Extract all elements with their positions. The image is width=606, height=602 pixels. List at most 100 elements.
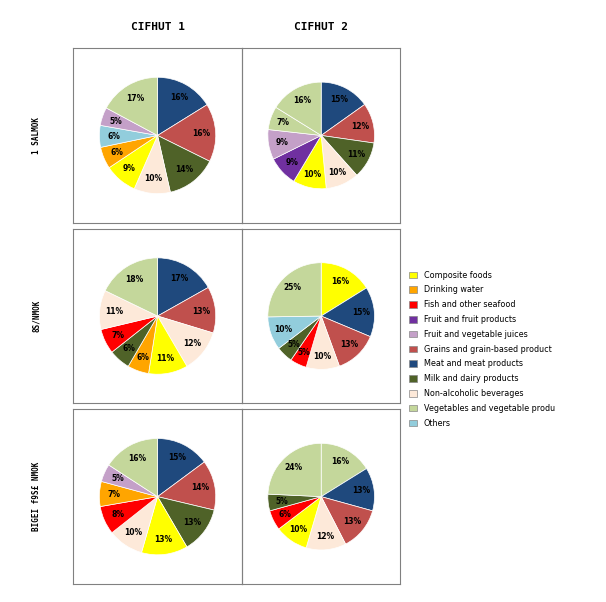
Text: 12%: 12% [183, 338, 201, 347]
Text: 25%: 25% [284, 284, 302, 293]
Text: 5%: 5% [298, 348, 310, 356]
Wedge shape [279, 316, 321, 360]
Text: 10%: 10% [328, 167, 346, 176]
Wedge shape [158, 462, 216, 510]
Wedge shape [158, 135, 210, 192]
Wedge shape [158, 258, 208, 316]
Text: 15%: 15% [352, 308, 370, 317]
Text: 15%: 15% [330, 95, 348, 104]
Text: 18%: 18% [125, 275, 144, 284]
Text: 6%: 6% [122, 344, 135, 353]
Wedge shape [321, 443, 367, 497]
Wedge shape [321, 468, 375, 511]
Wedge shape [128, 316, 158, 373]
Wedge shape [158, 105, 216, 161]
Wedge shape [306, 497, 345, 550]
Wedge shape [306, 316, 339, 370]
Text: CIFHUT 2: CIFHUT 2 [294, 22, 348, 32]
Wedge shape [101, 465, 158, 497]
Text: 7%: 7% [112, 330, 125, 340]
Text: 12%: 12% [316, 532, 334, 541]
Text: 16%: 16% [331, 276, 350, 285]
Wedge shape [108, 438, 158, 497]
Text: 7%: 7% [107, 490, 121, 499]
Text: 10%: 10% [290, 525, 308, 534]
Text: 16%: 16% [170, 93, 188, 102]
Text: 14%: 14% [191, 483, 209, 492]
Wedge shape [268, 262, 321, 317]
Text: 17%: 17% [170, 274, 188, 283]
Text: 15%: 15% [168, 453, 186, 462]
Wedge shape [321, 262, 367, 316]
Text: 10%: 10% [304, 170, 321, 179]
Text: 13%: 13% [192, 307, 210, 316]
Wedge shape [270, 497, 321, 529]
Wedge shape [279, 497, 321, 548]
Text: 9%: 9% [123, 164, 136, 173]
Text: 5%: 5% [275, 497, 288, 506]
Text: 13%: 13% [343, 517, 361, 526]
Text: 1 SALMOK: 1 SALMOK [32, 117, 41, 154]
Wedge shape [268, 443, 321, 497]
Text: 5%: 5% [112, 474, 124, 483]
Text: 16%: 16% [293, 96, 311, 105]
Text: 10%: 10% [313, 352, 331, 361]
Wedge shape [135, 135, 170, 194]
Text: 10%: 10% [275, 324, 293, 334]
Wedge shape [148, 316, 187, 374]
Text: 16%: 16% [331, 457, 350, 466]
Text: 14%: 14% [176, 165, 193, 174]
Wedge shape [321, 497, 373, 544]
Wedge shape [321, 135, 374, 175]
Wedge shape [106, 77, 158, 135]
Wedge shape [105, 258, 158, 316]
Wedge shape [294, 135, 326, 189]
Text: 6%: 6% [107, 132, 121, 141]
Text: BIGEI f9S£ NMOK: BIGEI f9S£ NMOK [32, 462, 41, 532]
Wedge shape [158, 77, 207, 135]
Text: 9%: 9% [285, 158, 298, 167]
Text: CIFHUT 1: CIFHUT 1 [130, 22, 185, 32]
Text: 10%: 10% [144, 175, 162, 184]
Wedge shape [101, 135, 158, 168]
Wedge shape [99, 482, 158, 506]
Wedge shape [99, 125, 158, 147]
Wedge shape [158, 288, 216, 333]
Wedge shape [268, 494, 321, 511]
Wedge shape [321, 316, 370, 366]
Text: 10%: 10% [124, 529, 142, 538]
Text: 11%: 11% [105, 307, 123, 316]
Text: 8%: 8% [112, 510, 124, 519]
Wedge shape [112, 316, 158, 366]
Text: 13%: 13% [351, 486, 370, 495]
Wedge shape [158, 438, 204, 497]
Text: 13%: 13% [340, 341, 358, 350]
Wedge shape [99, 291, 158, 329]
Text: 7%: 7% [277, 118, 290, 127]
Text: 6%: 6% [136, 353, 149, 362]
Text: 5%: 5% [110, 117, 122, 126]
Wedge shape [268, 129, 321, 159]
Text: 5%: 5% [287, 341, 300, 350]
Text: 16%: 16% [128, 454, 146, 463]
Text: 11%: 11% [156, 355, 175, 364]
Wedge shape [141, 497, 187, 555]
Wedge shape [158, 316, 213, 366]
Text: 9%: 9% [275, 138, 288, 147]
Wedge shape [109, 135, 158, 189]
Text: 11%: 11% [347, 150, 365, 159]
Text: 12%: 12% [351, 122, 369, 131]
Wedge shape [112, 497, 158, 553]
Wedge shape [291, 316, 321, 367]
Text: 13%: 13% [184, 518, 202, 527]
Wedge shape [100, 497, 158, 533]
Wedge shape [276, 82, 321, 135]
Wedge shape [100, 108, 158, 135]
Wedge shape [268, 107, 321, 135]
Wedge shape [101, 316, 158, 352]
Text: 8S/NMOK: 8S/NMOK [32, 300, 41, 332]
Text: 6%: 6% [279, 510, 291, 519]
Text: 6%: 6% [111, 148, 124, 157]
Wedge shape [321, 82, 365, 135]
Wedge shape [321, 105, 375, 143]
